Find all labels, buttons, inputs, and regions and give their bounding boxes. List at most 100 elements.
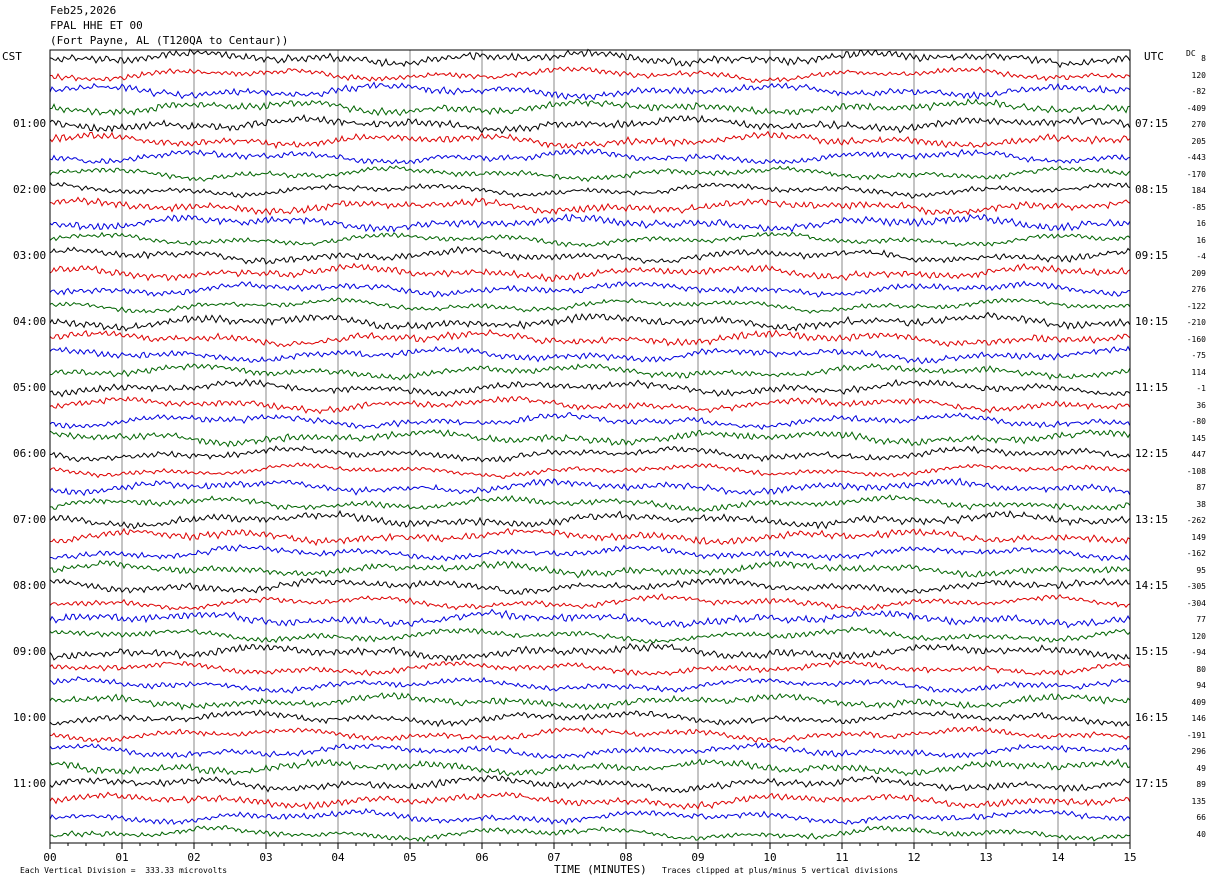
right-hour-label: 08:15	[1135, 183, 1169, 196]
right-hour-label: 11:15	[1135, 381, 1169, 394]
dc-offset-value: -94	[1191, 648, 1206, 657]
seismic-trace	[49, 774, 1131, 794]
trace-group	[49, 48, 1131, 843]
seismic-trace	[49, 262, 1131, 283]
dc-offset-value: -75	[1191, 351, 1206, 360]
x-tick-label: 14	[1051, 851, 1065, 864]
right-hour-label: 12:15	[1135, 447, 1169, 460]
dc-offset-value: -210	[1186, 318, 1206, 327]
seismic-trace	[49, 477, 1131, 497]
dc-offset-value: 95	[1196, 565, 1206, 575]
dc-offset-value: -191	[1186, 730, 1206, 740]
seismic-trace	[49, 66, 1131, 84]
seismic-trace	[49, 824, 1131, 843]
dc-offset-value: 16	[1196, 219, 1206, 228]
seismic-trace	[49, 626, 1131, 644]
seismic-trace	[49, 196, 1131, 216]
x-tick-label: 08	[619, 851, 633, 864]
seismic-trace	[49, 725, 1131, 743]
seismic-trace	[49, 395, 1131, 415]
x-tick-label: 12	[907, 851, 921, 864]
dc-offset-value: 209	[1191, 268, 1206, 278]
right-hour-label: 14:15	[1135, 579, 1169, 592]
x-tick-label: 00	[43, 851, 57, 864]
seismic-trace	[49, 577, 1130, 595]
footer-axis-title: TIME (MINUTES)	[554, 863, 647, 876]
left-hour-label: 02:00	[13, 183, 47, 196]
dc-offset-value: 296	[1191, 747, 1206, 756]
seismic-trace	[49, 280, 1131, 298]
seismic-trace	[49, 245, 1131, 265]
dc-offset-value: 77	[1196, 615, 1206, 624]
dc-offset-value: -409	[1186, 103, 1206, 113]
dc-offset-value: -305	[1186, 582, 1206, 591]
dc-offset-value: 66	[1196, 813, 1206, 822]
seismic-trace	[49, 328, 1131, 348]
plot-frame	[49, 49, 1131, 844]
left-hour-label: 03:00	[13, 249, 47, 262]
seismic-trace	[49, 345, 1131, 365]
dc-offset-value: -160	[1186, 334, 1206, 344]
seismic-trace	[49, 742, 1131, 760]
seismic-trace	[49, 494, 1131, 513]
x-tick-label: 04	[331, 851, 345, 864]
dc-offset-value: -170	[1186, 169, 1206, 179]
seismic-trace	[49, 363, 1131, 381]
x-tick-label: 11	[835, 851, 849, 864]
dc-offset-value: 38	[1196, 499, 1206, 509]
left-hour-label: 07:00	[13, 513, 47, 526]
x-tick-label: 03	[259, 851, 273, 864]
right-hour-label: 13:15	[1135, 513, 1169, 526]
dc-offset-value: 89	[1196, 780, 1206, 789]
seismic-trace	[49, 791, 1131, 811]
seismic-trace	[49, 311, 1131, 332]
dc-offset-value: 146	[1191, 714, 1206, 723]
seismic-trace	[49, 462, 1131, 479]
right-hour-label: 09:15	[1135, 249, 1169, 262]
dc-offset-value: 120	[1191, 70, 1206, 80]
seismic-trace	[49, 412, 1131, 430]
dc-offset-value: 114	[1191, 367, 1206, 377]
seismic-trace	[49, 527, 1131, 547]
footer-scale-note: Each Vertical Division = 333.33 microvol…	[20, 866, 228, 875]
seismic-trace	[49, 559, 1131, 579]
left-hour-label: 09:00	[13, 645, 47, 658]
x-tick-label: 05	[403, 851, 417, 864]
dc-offset-value: -304	[1186, 598, 1206, 608]
right-timezone-label: UTC	[1144, 50, 1164, 63]
seismic-trace	[49, 378, 1131, 398]
seismic-trace	[49, 429, 1131, 448]
dc-offset-value: 135	[1191, 796, 1206, 806]
seismic-trace	[49, 148, 1131, 165]
x-tick-label: 02	[187, 851, 201, 864]
dc-offset-value: 149	[1191, 532, 1206, 542]
seismic-trace	[49, 165, 1131, 183]
dc-offset-value: 16	[1196, 235, 1206, 245]
dc-offset-value: 94	[1196, 681, 1206, 690]
dc-offset-value: 40	[1196, 829, 1206, 839]
dc-offset-value: 184	[1191, 186, 1206, 195]
dc-offset-value: -4	[1196, 252, 1206, 261]
seismic-trace	[49, 445, 1131, 463]
x-tick-label: 13	[979, 851, 993, 864]
header-location: (Fort Payne, AL (T120QA to Centaur))	[50, 34, 289, 47]
seismic-trace	[49, 130, 1131, 150]
footer-clip-note: Traces clipped at plus/minus 5 vertical …	[662, 866, 899, 875]
dc-offset-value: 120	[1191, 631, 1206, 641]
seismic-trace	[49, 81, 1131, 101]
seismic-trace	[49, 213, 1131, 233]
right-hour-label: 16:15	[1135, 711, 1169, 724]
dc-offset-value: 447	[1191, 450, 1206, 459]
minute-grid	[49, 50, 1131, 849]
seismic-trace	[49, 659, 1131, 677]
right-hour-label: 17:15	[1135, 777, 1169, 790]
dc-offset-value: 87	[1196, 483, 1206, 492]
right-hour-label: 15:15	[1135, 645, 1169, 658]
dc-offset-value: -80	[1191, 417, 1206, 426]
seismic-trace	[49, 807, 1131, 826]
left-hour-label: 05:00	[13, 381, 47, 394]
seismic-trace	[49, 642, 1131, 662]
left-hour-label: 01:00	[13, 117, 47, 130]
dc-offset-value: -122	[1186, 301, 1206, 311]
dc-offset-value: -85	[1191, 202, 1206, 212]
